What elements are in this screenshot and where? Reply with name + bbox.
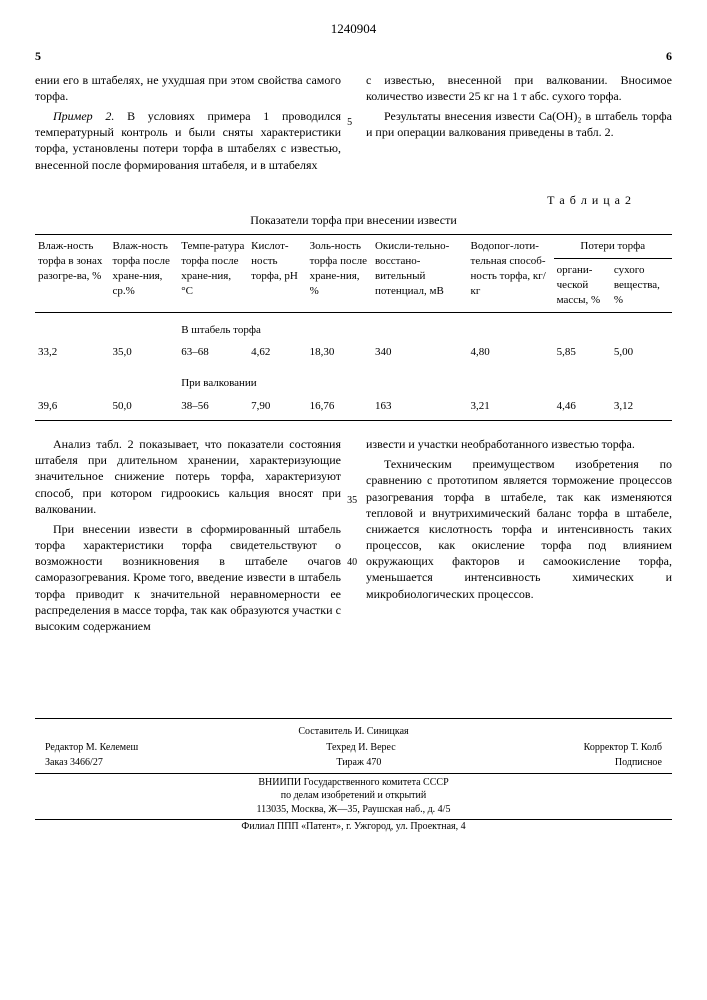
th-2: Влаж-ность торфа после хране-ния, ср.% <box>110 235 179 312</box>
footer-addr: 113035, Москва, Ж—35, Раушская наб., д. … <box>35 803 672 821</box>
footer-branch: Филиал ППП «Патент», г. Ужгород, ул. Про… <box>35 820 672 834</box>
right-p2: Результаты внесения извести Ca(OH)₂ в шт… <box>366 108 672 140</box>
cell: 340 <box>372 339 468 366</box>
th-1: Влаж-ность торфа в зонах разогре-ва, % <box>35 235 110 312</box>
cell: 63–68 <box>178 339 248 366</box>
th-4: Кислот-ность торфа, pH <box>248 235 306 312</box>
cell: 39,6 <box>35 393 110 420</box>
bl-p1: Анализ табл. 2 показывает, что показател… <box>35 436 341 517</box>
cell: 5,00 <box>611 339 672 366</box>
col-number-left: 5 <box>35 48 41 64</box>
th-8-group: Потери торфа <box>554 235 672 259</box>
cell: 16,76 <box>307 393 372 420</box>
line-number-35: 35 <box>347 494 357 508</box>
example-label: Пример 2. <box>53 109 114 123</box>
cell: 38–56 <box>178 393 248 420</box>
bottom-left-column: Анализ табл. 2 показывает, что показател… <box>35 436 341 638</box>
th-8b: сухого вещества, % <box>611 259 672 313</box>
cell: 3,21 <box>468 393 554 420</box>
table-row: 33,2 35,0 63–68 4,62 18,30 340 4,80 5,85… <box>35 339 672 366</box>
section-2: При валковании <box>178 366 672 393</box>
cell: 4,80 <box>468 339 554 366</box>
right-column: с известью, внесенной при валковании. Вн… <box>366 72 672 177</box>
footer-tirazh: Тираж 470 <box>336 756 381 770</box>
table-label: Т а б л и ц а 2 <box>35 192 632 208</box>
footer-org2: по делам изобретений и открытий <box>35 789 672 803</box>
footer-compiler: Составитель И. Синицкая <box>298 725 408 739</box>
cell: 4,62 <box>248 339 306 366</box>
line-number-40: 40 <box>347 556 357 570</box>
cell: 5,85 <box>554 339 611 366</box>
footer: Составитель И. Синицкая Редактор М. Келе… <box>35 718 672 834</box>
cell: 4,46 <box>554 393 611 420</box>
right-p1: с известью, внесенной при валковании. Вн… <box>366 72 672 104</box>
th-5: Золь-ность торфа после хране-ния, % <box>307 235 372 312</box>
bottom-right-column: извести и участки необработанного извест… <box>366 436 672 638</box>
cell: 3,12 <box>611 393 672 420</box>
lower-columns: Анализ табл. 2 показывает, что показател… <box>35 436 672 638</box>
th-6: Окисли-тельно-восстано-вительный потенци… <box>372 235 468 312</box>
br-p1: извести и участки необработанного извест… <box>366 436 672 452</box>
footer-order: Заказ 3466/27 <box>45 756 103 770</box>
cell: 35,0 <box>110 339 179 366</box>
cell: 50,0 <box>110 393 179 420</box>
th-8a: органи-ческой массы, % <box>554 259 611 313</box>
left-p1: ении его в штабелях, не ухудшая при этом… <box>35 72 341 104</box>
footer-corrector: Корректор Т. Колб <box>584 741 662 755</box>
table-row: 39,6 50,0 38–56 7,90 16,76 163 3,21 4,46… <box>35 393 672 420</box>
footer-editor: Редактор М. Келемеш <box>45 741 138 755</box>
footer-org: ВНИИПИ Государственного комитета СССР <box>35 776 672 790</box>
bl-p2: При внесении извести в сформированный шт… <box>35 521 341 634</box>
cell: 18,30 <box>307 339 372 366</box>
table-caption: Показатели торфа при внесении извести <box>35 212 672 228</box>
upper-columns: ении его в штабелях, не ухудшая при этом… <box>35 72 672 177</box>
th-7: Водопог-лоти-тельная способ-ность торфа,… <box>468 235 554 312</box>
col-number-right: 6 <box>666 48 672 64</box>
footer-tech: Техред И. Верес <box>326 741 395 755</box>
data-table: Влаж-ность торфа в зонах разогре-ва, % В… <box>35 234 672 421</box>
document-number: 1240904 <box>35 20 672 38</box>
cell: 33,2 <box>35 339 110 366</box>
th-3: Темпе-ратура торфа после хране-ния, °C <box>178 235 248 312</box>
line-number-5: 5 <box>347 116 352 130</box>
left-p2: Пример 2. В условиях примера 1 проводилс… <box>35 108 341 173</box>
left-column: ении его в штабелях, не ухудшая при этом… <box>35 72 341 177</box>
br-p2: Техническим преимуществом изобретения по… <box>366 456 672 602</box>
cell: 7,90 <box>248 393 306 420</box>
cell: 163 <box>372 393 468 420</box>
section-1: В штабель торфа <box>178 312 672 339</box>
footer-subscription: Подписное <box>615 756 662 770</box>
